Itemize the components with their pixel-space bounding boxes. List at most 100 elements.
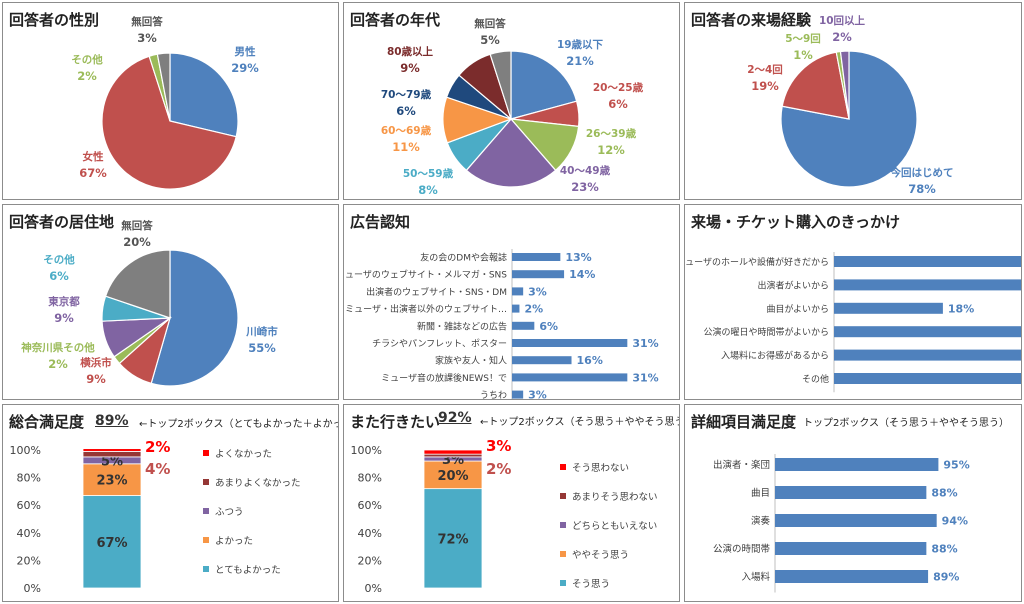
- bar-item-7: [512, 373, 628, 382]
- panel-visits: 回答者の来場経験 今回はじめて 78% 2〜4回 19% 5〜9回 1% 10回以上 2%: [684, 2, 1022, 200]
- pie-label-item-7: 80歳以上: [387, 45, 434, 58]
- pie-label-item-6: 70〜79歳: [381, 88, 432, 101]
- pie-chart-gender: 男性 29% 女性 67% その他 2% 無回答 3%: [71, 15, 259, 190]
- legend-swatch-item-0: [203, 450, 209, 456]
- pie-label-item-1: 女性: [83, 150, 104, 163]
- y-tick-item-1: 20%: [358, 554, 382, 567]
- legend-swatch-item-2: [560, 522, 566, 528]
- legend-label-item-2: ふつう: [215, 507, 244, 518]
- pie-value-item-1: 19%: [751, 79, 779, 93]
- pie-label-item-5: 60〜69歳: [381, 124, 432, 137]
- bar-item-1: [512, 270, 565, 279]
- pie-label-item-2: 26〜39歳: [586, 127, 637, 140]
- bar-item-2: [775, 514, 937, 527]
- legend-label-item-4: そう思う: [572, 579, 610, 590]
- pie-chart-residence: 川崎市 55% 横浜市 9% 神奈川県その他 2% 東京都 9% その他 6% 無回答 20%: [21, 219, 278, 387]
- legend-swatch-item-3: [203, 537, 209, 543]
- bar-item-6: [512, 356, 572, 365]
- stack-value-item-3: 4%: [145, 460, 170, 478]
- chart-title-gender: 回答者の性別: [9, 11, 100, 29]
- legend-swatch-item-3: [560, 551, 566, 557]
- pie-value-item-4: 8%: [418, 183, 438, 197]
- bar-category-item-1: 出演者がよいから: [757, 279, 829, 291]
- pie-label-item-4: 50〜59歳: [403, 167, 454, 180]
- bar-value-item-7: 31%: [632, 371, 658, 384]
- bar-value-item-0: 95%: [943, 459, 969, 472]
- bar-chart-detail: 出演者・楽団 95% 曲目 88% 演奏 94% 公演の時間帯 88% 入場料 89%: [713, 454, 970, 593]
- pie-value-item-2: 2%: [77, 69, 97, 83]
- bar-category-item-5: チラシやパンフレット、ポスター: [372, 339, 507, 350]
- bar-value-item-4: 6%: [539, 320, 558, 333]
- chart-title-overall: 総合満足度: [9, 413, 85, 431]
- bar-category-item-2: 曲目がよいから: [766, 303, 829, 315]
- y-tick-item-2: 40%: [358, 527, 382, 540]
- bar-category-item-3: 公演の曜日や時間帯がよいから: [703, 326, 829, 338]
- stack-value-item-1: 20%: [437, 469, 468, 484]
- stack-value-item-4: 3%: [486, 437, 511, 455]
- pie-label-item-3: 10回以上: [819, 14, 866, 27]
- bar-value-item-3: 2%: [524, 303, 543, 316]
- pie-slice-item-5: [104, 249, 171, 319]
- bar-category-item-6: 家族や友人・知人: [435, 355, 507, 367]
- pie-value-item-4: 6%: [49, 269, 69, 283]
- pie-value-item-1: 67%: [79, 166, 107, 180]
- pie-label-item-5: 無回答: [121, 219, 153, 232]
- bar-category-item-2: 演奏: [751, 515, 771, 527]
- stack-segment-item-0: [423, 488, 483, 589]
- bar-value-item-8: 3%: [528, 389, 547, 400]
- pie-value-item-7: 9%: [400, 61, 420, 75]
- bar-category-item-4: 入場料にお得感があるから: [721, 350, 829, 362]
- stack-segment-item-3: [82, 450, 142, 458]
- pie-label-item-3: 40〜49歳: [560, 164, 611, 177]
- pie-label-item-2: 神奈川県その他: [21, 341, 95, 354]
- legend-swatch-item-1: [560, 493, 566, 499]
- y-tick-item-3: 60%: [17, 499, 41, 512]
- panel-residence: 回答者の居住地 川崎市 55% 横浜市 9% 神奈川県その他 2% 東京都 9% その他 6% 無回…: [2, 204, 339, 400]
- legend-swatch-item-0: [560, 464, 566, 470]
- legend-label-item-3: よかった: [215, 536, 253, 547]
- bar-category-item-8: うちわ: [480, 390, 507, 400]
- pie-value-item-8: 5%: [480, 33, 500, 47]
- pie-value-item-0: 78%: [908, 182, 936, 196]
- pie-slice-item-1: [781, 51, 850, 120]
- bar-item-4: [834, 349, 1021, 361]
- pie-value-item-5: 11%: [392, 140, 420, 154]
- y-tick-item-4: 80%: [358, 472, 382, 485]
- pie-slice-item-3: [839, 50, 850, 120]
- legend-label-item-1: あまりそう思わない: [572, 492, 658, 503]
- pie-label-item-1: 20〜25歳: [593, 81, 644, 94]
- y-tick-item-0: 0%: [24, 582, 41, 595]
- legend-label-item-3: ややそう思う: [572, 550, 629, 561]
- bar-item-0: [512, 253, 561, 261]
- bar-category-item-5: その他: [802, 373, 829, 385]
- bar-chart-trigger: ミューザのホールや設備が好きだから33%出演者がよいから38%曲目がよいから18…: [685, 252, 1021, 393]
- bar-value-item-0: 13%: [565, 251, 591, 264]
- legend-label-item-0: よくなかった: [215, 449, 272, 460]
- bar-value-item-5: 31%: [632, 337, 658, 350]
- bar-item-0: [775, 458, 939, 471]
- bar-category-item-1: ミューザのウェブサイト・メルマガ・SNS: [344, 269, 507, 281]
- pie-label-item-2: その他: [71, 53, 103, 66]
- legend-swatch-item-4: [203, 566, 209, 572]
- legend-label-item-0: そう思わない: [572, 463, 629, 474]
- pie-value-item-3: 2%: [832, 30, 852, 44]
- chart-title-detail: 詳細項目満足度: [691, 413, 797, 431]
- pie-value-item-0: 29%: [231, 61, 259, 75]
- legend-swatch-item-2: [203, 508, 209, 514]
- pie-value-item-3: 3%: [137, 31, 157, 45]
- chart-title-visits: 回答者の来場経験: [691, 11, 812, 29]
- panel-again: また行きたい 92% ←トップ2ボックス（そう思う＋ややそう思う） 0% 20% 4…: [343, 404, 680, 602]
- pie-label-item-2: 5〜9回: [785, 33, 821, 45]
- bar-category-item-1: 曲目: [751, 488, 770, 499]
- stack-segment-item-3: [423, 453, 483, 458]
- bar-item-3: [775, 542, 927, 555]
- bar-category-item-3: ミューザ・出演者以外のウェブサイト…: [345, 303, 507, 315]
- pie-value-item-2: 2%: [48, 357, 68, 371]
- pie-slice-item-0: [510, 50, 578, 120]
- y-tick-item-4: 80%: [17, 472, 41, 485]
- bar-item-4: [775, 570, 929, 583]
- pie-chart-visits: 今回はじめて 78% 2〜4回 19% 5〜9回 1% 10回以上 2%: [747, 14, 953, 196]
- bar-chart-ads: 友の会のDMや会報誌 13% ミューザのウェブサイト・メルマガ・SNS 14% 出演者の…: [344, 249, 659, 400]
- stack-value-item-0: 67%: [96, 536, 127, 551]
- bar-item-2: [512, 287, 524, 296]
